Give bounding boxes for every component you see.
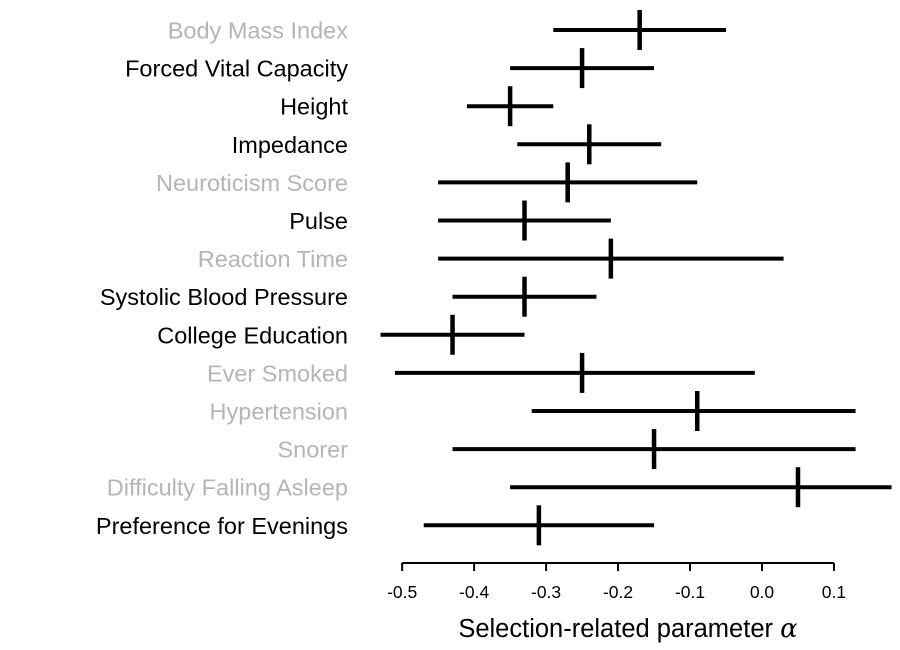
- row-label: Snorer: [277, 437, 348, 463]
- row-label: Neuroticism Score: [156, 170, 348, 196]
- row-label: Hypertension: [210, 399, 348, 425]
- x-tick-label: 0.0: [750, 582, 775, 602]
- row-label: Body Mass Index: [168, 18, 349, 44]
- row-label: Difficulty Falling Asleep: [107, 475, 348, 501]
- row-label: Systolic Blood Pressure: [100, 284, 348, 310]
- row-label: Pulse: [289, 208, 348, 234]
- row-label: College Education: [157, 322, 348, 348]
- row-label: Ever Smoked: [207, 360, 348, 386]
- row-label: Height: [280, 94, 348, 120]
- x-tick-label: -0.2: [603, 582, 633, 602]
- alpha-symbol: α: [780, 614, 798, 644]
- row-label: Forced Vital Capacity: [125, 56, 348, 82]
- x-axis-title: Selection-related parameter α: [458, 614, 798, 644]
- row-label: Impedance: [232, 132, 348, 158]
- row-label: Reaction Time: [198, 246, 348, 272]
- x-tick-label: -0.5: [387, 582, 417, 602]
- row-label: Preference for Evenings: [96, 513, 348, 539]
- x-tick-label: -0.3: [531, 582, 561, 602]
- x-tick-label: -0.4: [459, 582, 489, 602]
- x-tick-label: -0.1: [675, 582, 705, 602]
- x-tick-label: 0.1: [822, 582, 846, 602]
